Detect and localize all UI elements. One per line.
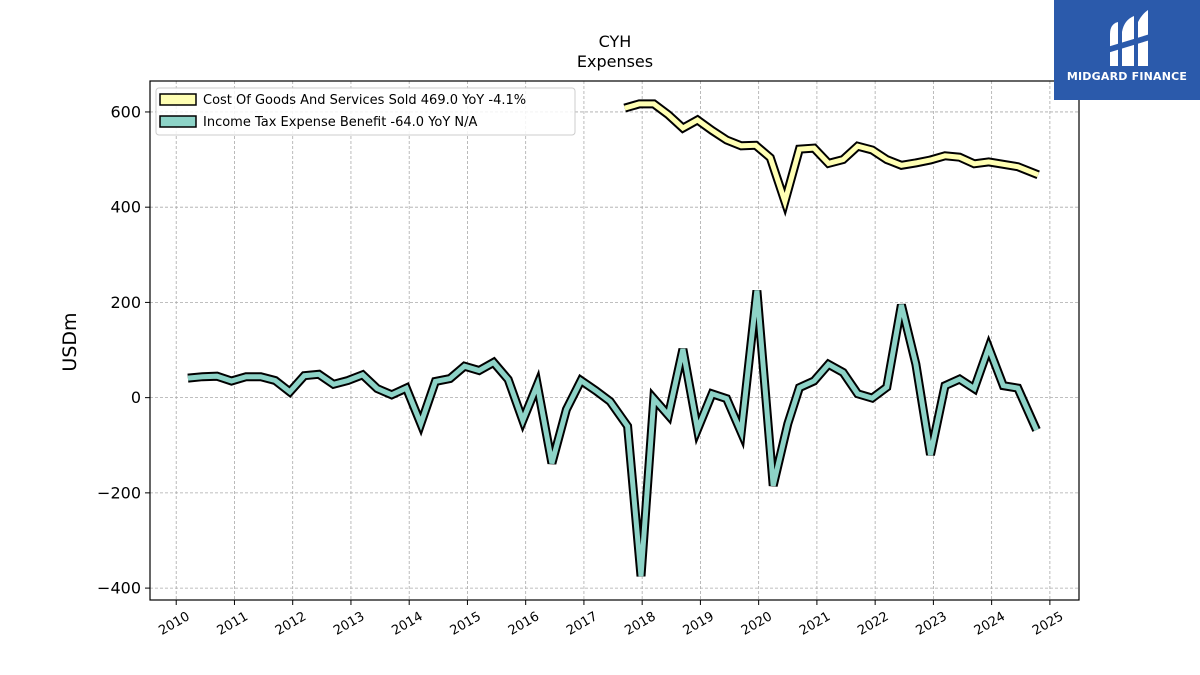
- y-tick-label: 600: [110, 102, 141, 121]
- series-line-income-tax-expense-benefit: [187, 290, 1039, 577]
- midgard-logo-icon: [1104, 10, 1150, 66]
- x-tick-label: 2015: [448, 609, 484, 639]
- y-tick-label: 0: [131, 388, 141, 407]
- x-tick-label: 2012: [273, 609, 309, 639]
- grid-lines: [150, 81, 1079, 600]
- x-tick-label: 2016: [506, 609, 542, 639]
- chart-subtitle: Expenses: [577, 52, 653, 71]
- series-layer: [187, 99, 1041, 577]
- chart-title: CYH: [599, 32, 632, 51]
- legend-box: [155, 87, 576, 136]
- midgard-finance-logo: MIDGARD FINANCE: [1054, 0, 1200, 100]
- y-axis-label: USDm: [59, 312, 81, 371]
- x-tick-label: 2025: [1030, 609, 1066, 639]
- y-tick-label: 200: [110, 293, 141, 312]
- x-tick-label: 2019: [681, 609, 717, 639]
- legend-label-cogs: Cost Of Goods And Services Sold 469.0 Yo…: [203, 93, 526, 108]
- x-tick-label: 2021: [797, 609, 833, 639]
- series-line-cost-of-goods-and-services-sold: [624, 101, 1040, 211]
- plot-frame: [149, 80, 1080, 601]
- x-tick-label: 2013: [331, 609, 367, 639]
- x-tick-label: 2024: [972, 609, 1008, 639]
- x-tick-label: 2014: [389, 609, 425, 639]
- x-tick-label: 2011: [215, 609, 251, 639]
- legend-swatch-cogs: [159, 93, 197, 106]
- legend-swatch-income-tax: [159, 115, 197, 128]
- x-tick-label: 2017: [564, 609, 600, 639]
- logo-text: MIDGARD FINANCE: [1066, 70, 1188, 83]
- y-tick-label: 400: [110, 198, 141, 217]
- legend: Cost Of Goods And Services Sold 469.0 Yo…: [155, 87, 576, 136]
- x-tick-label: 2020: [739, 609, 775, 639]
- y-axis: 600 400 200 0 −200 −400: [97, 102, 150, 598]
- series-outline-cost-of-goods-and-services-sold: [623, 99, 1040, 217]
- x-tick-label: 2023: [914, 609, 950, 639]
- x-tick-label: 2010: [156, 609, 192, 639]
- legend-label-income-tax: Income Tax Expense Benefit -64.0 YoY N/A: [203, 115, 478, 130]
- y-tick-label: −200: [97, 483, 141, 502]
- y-tick-label: −400: [97, 579, 141, 598]
- x-axis: 2010 2011 2012 2013 2014 2015 2016 2017 2018 2019…: [156, 600, 1066, 639]
- x-tick-label: 2018: [622, 609, 658, 639]
- x-tick-label: 2022: [855, 609, 891, 639]
